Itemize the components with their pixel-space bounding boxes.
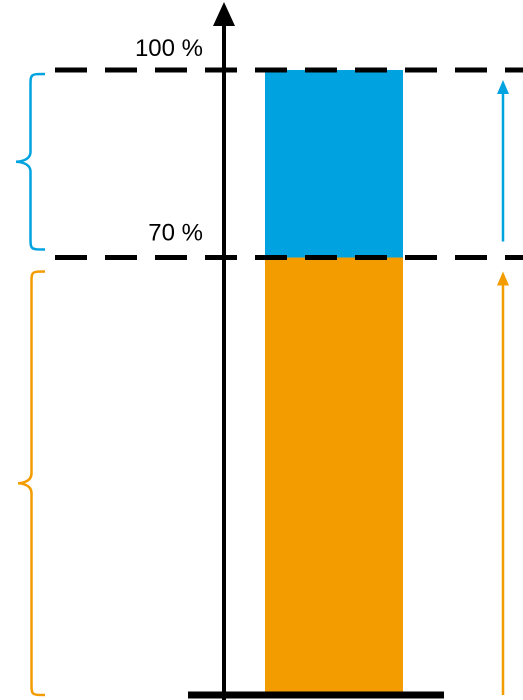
curly-brace-icon <box>17 270 46 697</box>
bar-segment-blue <box>265 70 403 258</box>
tick-label-70: 70 % <box>148 220 203 247</box>
bar-segment-orange <box>265 257 403 695</box>
up-arrow-head-orange <box>497 271 509 286</box>
tick-label-100: 100 % <box>135 35 203 62</box>
up-arrow-head-blue <box>497 80 509 94</box>
curly-brace-icon <box>15 72 46 251</box>
y-axis-arrow-icon <box>213 2 235 26</box>
